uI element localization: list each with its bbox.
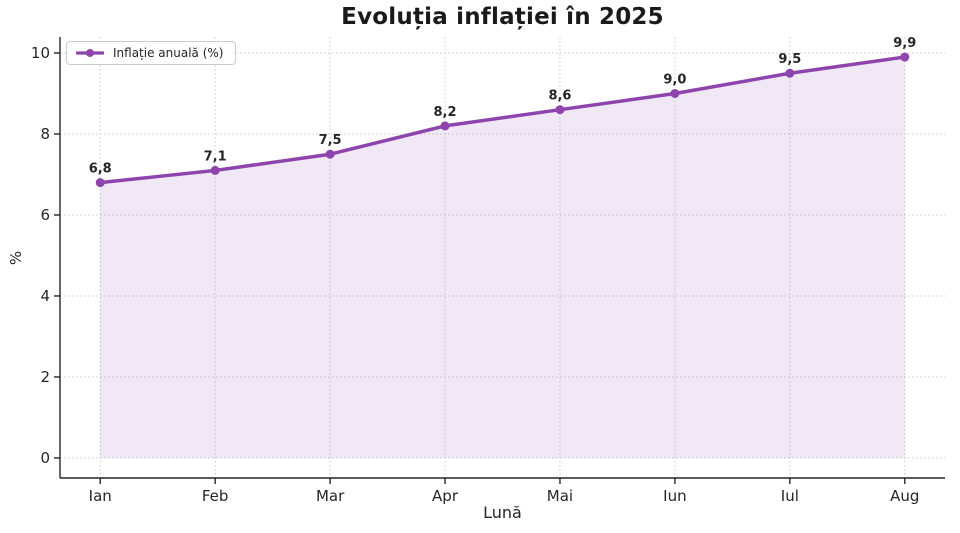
legend-label: Inflație anuală (%) [113,46,224,60]
data-point-marker [555,105,565,115]
data-point-marker [785,68,795,78]
y-tick-label: 10 [31,44,50,62]
data-point-marker [670,88,680,98]
data-point-label: 7,1 [204,149,227,164]
data-point-label: 8,6 [548,89,571,104]
series-line [98,55,907,185]
data-point-label: 7,5 [319,133,342,148]
y-tick-label: 4 [40,287,50,305]
data-point-label: 9,9 [893,36,916,51]
data-point-label: 6,8 [89,162,112,177]
chart-title: Evoluția inflației în 2025 [341,4,664,30]
data-point-label: 8,2 [434,105,457,120]
data-point-label: 9,5 [778,52,801,67]
x-tick-label: Apr [432,487,459,505]
x-tick-label: Mar [316,487,345,505]
legend: Inflație anuală (%) [66,41,237,65]
y-tick-label: 2 [40,368,50,386]
area-fill [100,57,905,458]
data-point-label: 9,0 [663,72,686,87]
x-axis-label: Lună [483,503,522,522]
x-tick-label: Ian [89,487,112,505]
data-point-marker [440,121,450,131]
data-point-marker [900,52,910,62]
legend-line-marker-icon [76,49,104,57]
data-point-marker [325,149,335,159]
x-tick-label: Mai [547,487,573,505]
y-tick-label: 8 [40,125,50,143]
y-axis-label: % [7,250,25,266]
x-tick-label: Feb [202,487,229,505]
data-point-marker [95,178,105,188]
y-tick-label: 0 [40,449,50,467]
x-tick-label: Iul [781,487,799,505]
x-tick-label: Aug [890,487,919,505]
x-tick-label: Iun [663,487,686,505]
y-tick-label: 6 [40,206,50,224]
data-point-marker [210,165,220,175]
